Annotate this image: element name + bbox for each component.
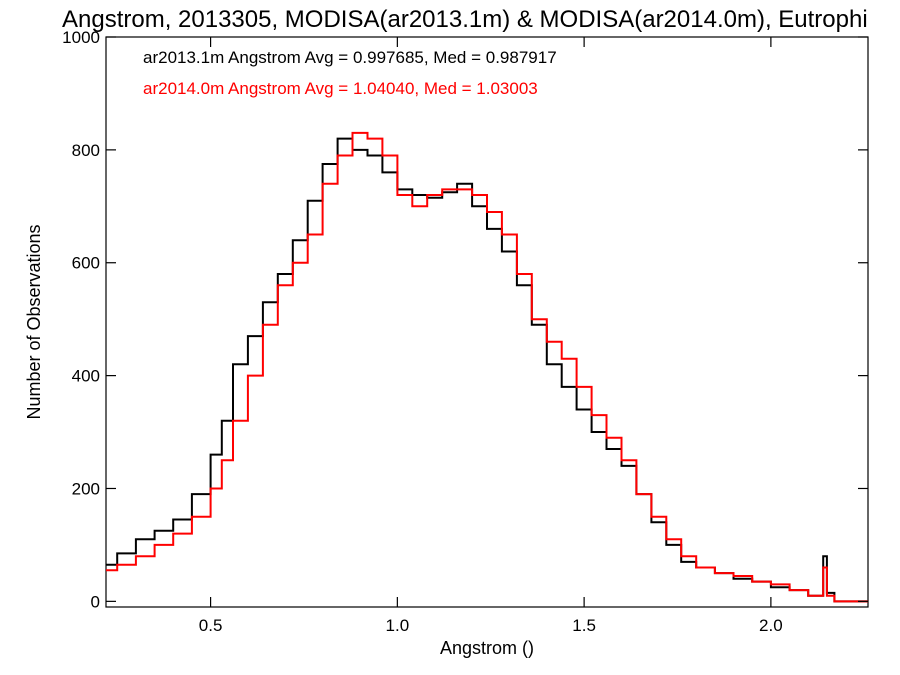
y-tick-label: 1000 — [62, 28, 100, 47]
x-tick-label: 1.5 — [572, 616, 596, 635]
plot-area: 0.5 1.0 1.5 2.0 0 200 400 600 800 1000 — [62, 28, 869, 635]
y-tick-label: 0 — [91, 592, 100, 611]
y-axis-label: Number of Observations — [24, 224, 44, 419]
y-tick-label: 600 — [72, 254, 100, 273]
plot-frame — [105, 36, 869, 608]
series-line-ar2014.0m — [106, 131, 868, 603]
x-tick-label: 1.0 — [386, 616, 410, 635]
series-layer — [106, 131, 868, 603]
y-tick-label: 200 — [72, 479, 100, 498]
chart-title: Angstrom, 2013305, MODISA(ar2013.1m) & M… — [62, 6, 868, 33]
y-tick-label: 800 — [72, 141, 100, 160]
legend-entry-ar2013: ar2013.1m Angstrom Avg = 0.997685, Med =… — [143, 48, 557, 67]
x-tick-label: 0.5 — [199, 616, 223, 635]
x-axis-label: Angstrom () — [440, 638, 534, 658]
ticks-layer: 0.5 1.0 1.5 2.0 0 200 400 600 800 1000 — [62, 28, 868, 635]
y-tick-label: 400 — [72, 367, 100, 386]
legend-entry-ar2014: ar2014.0m Angstrom Avg = 1.04040, Med = … — [143, 79, 538, 98]
x-tick-label: 2.0 — [759, 616, 783, 635]
